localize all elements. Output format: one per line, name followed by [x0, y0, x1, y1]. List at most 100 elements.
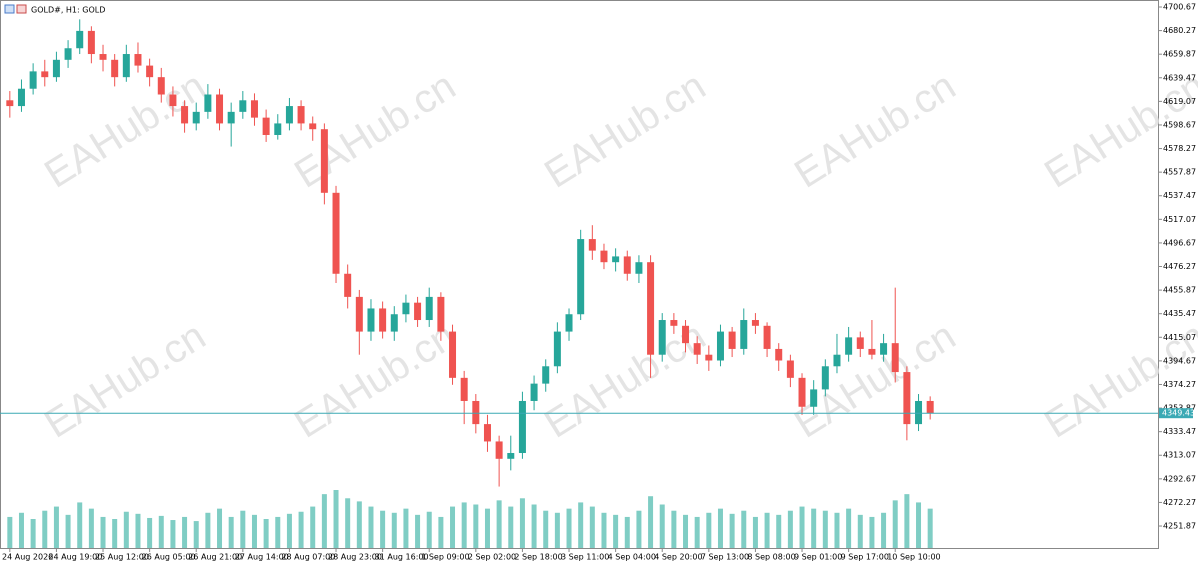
volume-bar	[613, 514, 619, 548]
x-tick-label: 26 Aug 21:00	[188, 553, 242, 562]
candle-body	[274, 123, 282, 135]
volume-bar	[205, 512, 211, 548]
candle-body	[926, 400, 934, 414]
candle-body	[600, 250, 608, 263]
volume-bar	[892, 500, 898, 548]
volume-bar	[77, 502, 83, 548]
volume-bar	[345, 498, 351, 548]
volume-bar	[927, 508, 933, 548]
x-tick-label: 24 Aug 2026	[2, 553, 53, 562]
x-tick-label: 4 Sep 04:00	[608, 553, 656, 562]
volume-bar	[461, 502, 467, 548]
candle-body	[216, 94, 224, 124]
volume-bar	[636, 510, 642, 548]
volume-bar	[30, 519, 36, 548]
volume-bar	[776, 514, 782, 548]
candle-body	[705, 354, 713, 361]
volume-bar	[275, 516, 281, 548]
price-label-box	[1159, 408, 1193, 419]
volume-bar	[100, 516, 106, 548]
candle-body	[495, 441, 503, 459]
candle-body	[379, 308, 387, 332]
y-tick-label: 4476.27	[1163, 262, 1196, 271]
y-tick-label: 4619.07	[1163, 97, 1196, 106]
plot-frame	[0, 0, 1159, 549]
candle-body	[868, 348, 876, 355]
y-tick-label: 4598.67	[1163, 120, 1196, 129]
candle-body	[530, 383, 538, 401]
y-tick-label: 4578.27	[1163, 144, 1196, 153]
candle-body	[821, 366, 829, 390]
candle-body	[903, 372, 911, 425]
candle-body	[670, 320, 678, 326]
y-tick-label: 4333.47	[1163, 427, 1196, 436]
x-tick-label: 24 Aug 19:00	[48, 553, 102, 562]
x-tick-label: 28 Aug 23:00	[328, 553, 382, 562]
candle-body	[740, 320, 748, 349]
y-tick-label: 4251.87	[1163, 522, 1196, 531]
volume-bar	[438, 516, 444, 548]
volume-bar	[519, 498, 525, 548]
x-tick-label: 26 Aug 05:00	[142, 553, 196, 562]
candle-body	[344, 273, 352, 297]
candle-body	[425, 296, 433, 321]
x-tick-label: 10 Sep 10:00	[887, 553, 940, 562]
candle-body	[507, 453, 515, 459]
candle-body	[402, 302, 410, 315]
candle-body	[332, 192, 340, 274]
y-tick-label: 4659.87	[1163, 50, 1196, 59]
volume-bar	[333, 490, 339, 548]
y-tick-label: 4415.07	[1163, 333, 1196, 342]
candle-body	[833, 354, 841, 367]
volume-bar	[822, 510, 828, 548]
y-tick-label: 4374.27	[1163, 380, 1196, 389]
watermark: EAHub.cn	[287, 314, 463, 447]
y-tick-label: 4680.27	[1163, 26, 1196, 35]
volume-bar	[380, 510, 386, 548]
volume-bar	[881, 512, 887, 548]
volume-bar	[811, 508, 817, 548]
chart-title: GOLD#, H1: GOLD	[31, 6, 105, 15]
volume-bar	[601, 512, 607, 548]
volume-bar	[717, 508, 723, 548]
x-tick-label: 7 Sep 13:00	[701, 553, 749, 562]
volume-bar	[857, 514, 863, 548]
volume-bar	[741, 510, 747, 548]
candle-body	[437, 296, 445, 332]
volume-bar	[112, 519, 118, 548]
candle-body	[134, 54, 142, 66]
candle-body	[553, 331, 561, 367]
candle-body	[192, 111, 200, 124]
candle-body	[472, 400, 480, 425]
x-tick-label: 8 Sep 08:00	[747, 553, 795, 562]
candle-body	[111, 59, 119, 78]
logo	[4, 4, 27, 14]
volume-bar	[904, 494, 910, 548]
candle-body	[786, 360, 794, 378]
volume-bar	[42, 510, 48, 548]
volume-bar	[135, 513, 141, 548]
volume-bar	[286, 513, 292, 548]
volume-bar	[554, 512, 560, 548]
volume-bar	[182, 516, 188, 548]
volume-bar	[228, 516, 234, 548]
volume-bar	[310, 506, 316, 548]
volume-bar	[356, 501, 362, 548]
candle-body	[635, 262, 643, 274]
volume-bar	[123, 511, 129, 548]
volume-bar	[764, 512, 770, 548]
candle-body	[728, 331, 736, 349]
candle-body	[181, 106, 189, 124]
candle-body	[169, 94, 177, 107]
candle-body	[775, 348, 783, 361]
x-tick-label: 9 Sep 01:00	[794, 553, 842, 562]
watermark: EAHub.cn	[787, 64, 963, 197]
volume-bar	[403, 508, 409, 548]
y-tick-label: 4313.07	[1163, 451, 1196, 460]
x-tick-label: 2 Sep 02:00	[468, 553, 516, 562]
candle-body	[250, 100, 258, 118]
volume-bar	[251, 514, 257, 548]
y-tick-label: 4700.67	[1163, 2, 1196, 11]
candle-body	[309, 123, 317, 130]
